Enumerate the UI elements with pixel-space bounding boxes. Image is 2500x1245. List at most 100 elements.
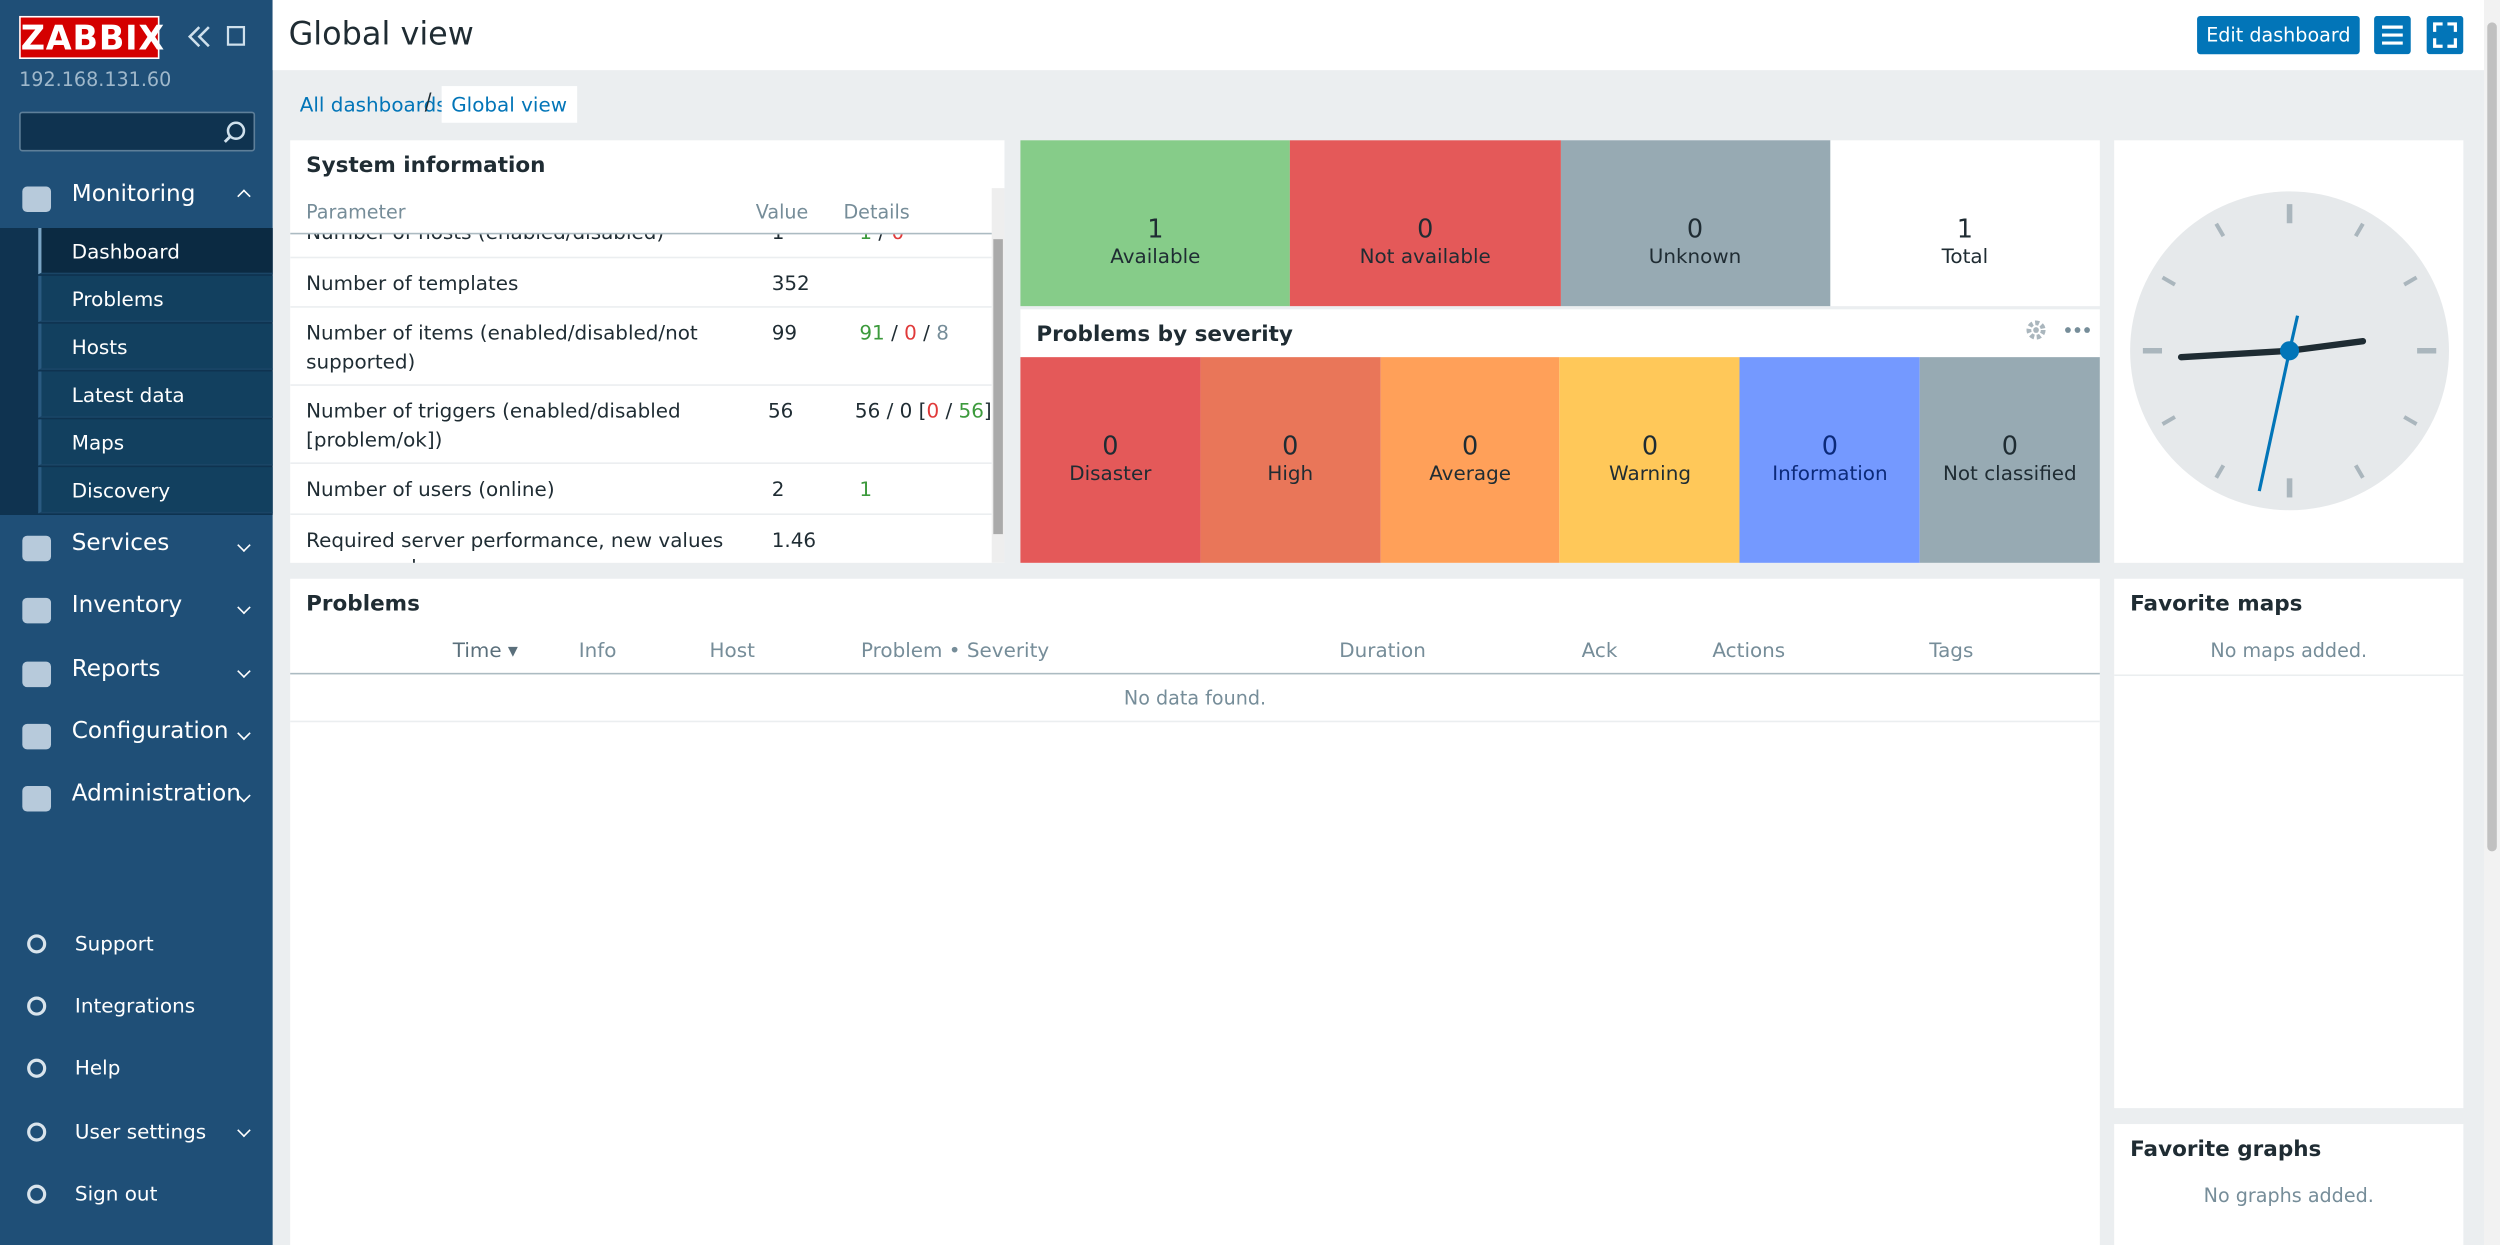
details: 1 / 0 [859,234,904,246]
details: 91 / 0 / 8 [859,319,949,375]
detail-part: 0 [904,320,917,345]
host-availability-widget: 1 Available 0 Not available 0 Unknown 1 Total [1020,140,2100,307]
problems-by-severity-widget: Problems by severity 0 Disaster 0 High 0 Aver… [1020,309,2100,563]
breadcrumb[interactable]: All dashboards [299,92,447,117]
label: Average [1429,460,1512,485]
severity-cell: 0 Warning [1560,357,1740,563]
menu-item[interactable]: Services [71,530,170,557]
detail-part: 56 / 0 [ [854,398,927,423]
count: 1 [1147,213,1164,244]
column-header: Host [709,637,755,662]
menu-item[interactable]: Inventory [71,593,183,620]
value: 1 [772,234,860,246]
value: 56 [767,398,794,423]
system-information-widget: System information Parameter Value Details… [290,140,1005,563]
detail-part: 1 [859,476,873,501]
parameter: Number of triggers (enabled/disabled [pr… [306,398,681,451]
header: Global view Edit dashboard [272,0,2485,71]
label: Not available [1359,243,1491,268]
count: 1 [1956,213,1974,244]
view-buttons[interactable] [2374,15,2464,55]
column-header: Ack [1581,637,1618,662]
clock [2130,191,2449,511]
column-header: Duration [1339,637,1426,662]
severity-cell: 0 Disaster [1020,357,1201,563]
footer-item[interactable]: Support [74,931,154,956]
breadcrumb[interactable]: Global view [441,86,577,123]
count: 0 [1821,430,1839,461]
menu-arrow [237,538,251,553]
logo[interactable]: ZABBIX [19,15,164,59]
column-header: Value [755,200,809,224]
menu-arrow [237,663,251,678]
column-header[interactable]: Time ▾ [452,637,518,662]
clock-widget [2114,140,2464,563]
label: High [1267,460,1314,485]
severity-cell: 0 Information [1739,357,1920,563]
detail-part: 56 [958,398,984,423]
sidebar: ZABBIX 192.168.131.60 Monitoring Dashboar… [0,0,273,1245]
submenu-item[interactable]: Hosts [38,323,273,370]
details: 1 [859,475,872,503]
count: 0 [1641,430,1659,461]
edit-button[interactable]: Edit dashboard [2197,15,2360,55]
count: 0 [1417,213,1434,244]
sidebar-controls[interactable] [185,24,249,50]
menu-icon [22,598,52,624]
footer-item[interactable]: Help [74,1056,121,1081]
count: 0 [1102,430,1119,461]
parameter: Number of templates [306,270,519,295]
empty-message: No data found. [1123,687,1267,710]
severity-cell: 0 High [1200,357,1381,563]
menu-icon [22,661,52,687]
footer-icon [27,1059,47,1079]
parameter: Number of items (enabled/disabled/not su… [306,320,698,373]
label: Not classified [1942,460,2077,485]
column-header: Tags [1929,637,1974,662]
footer-item[interactable]: Integrations [74,993,196,1018]
server-name: 192.168.131.60 [19,68,172,91]
submenu-item[interactable]: Problems [38,275,273,323]
widget-actions[interactable] [2022,317,2094,343]
detail-part: ] [983,398,992,423]
count: 0 [1686,213,1704,244]
detail-part: / [916,320,937,345]
menu-icon [22,186,52,213]
value: 1.46 [771,526,817,551]
detail-part: 1 [859,234,872,244]
menu-item[interactable]: Monitoring [71,181,196,208]
detail-part: / [872,234,891,244]
footer-icon [27,934,47,954]
table-row: Required server performance, new values … [290,514,992,563]
submenu-item[interactable]: Dashboard [38,227,273,275]
scrollbar[interactable] [2484,0,2500,1245]
value: 99 [771,320,798,345]
availability-cell: 1 Total [1829,140,2100,307]
footer-icon [27,1121,47,1141]
menu-item[interactable]: Reports [71,656,161,682]
column-header: Details [843,200,910,224]
footer-item[interactable]: User settings [74,1118,207,1143]
column-header: Problem • Severity [860,637,1050,662]
search-box[interactable] [19,111,256,152]
submenu-item[interactable]: Maps [38,419,273,466]
parameter: Required server performance, new values … [306,526,724,563]
empty-message: No maps added. [2210,639,2368,662]
table-body: Number of hosts (enabled/disabled)11 / 0… [290,234,992,563]
column-header: Actions [1712,637,1786,662]
submenu-item[interactable]: Latest data [38,371,273,418]
menu-item[interactable]: Configuration [71,718,229,745]
detail-part: 91 [859,320,885,345]
menu-icon [22,786,52,812]
table-row: Number of items (enabled/disabled/not su… [290,308,992,386]
count: 0 [1462,430,1479,461]
availability-cell: 0 Unknown [1560,140,1830,307]
menu-item[interactable]: Administration [71,781,241,808]
label: Total [1941,243,1989,268]
submenu-item[interactable]: Discovery [38,467,273,514]
availability-cell: 1 Available [1020,140,1291,307]
count: 0 [1282,430,1299,461]
severity-cell: 0 Average [1380,357,1561,563]
footer-item[interactable]: Sign out [74,1181,158,1206]
